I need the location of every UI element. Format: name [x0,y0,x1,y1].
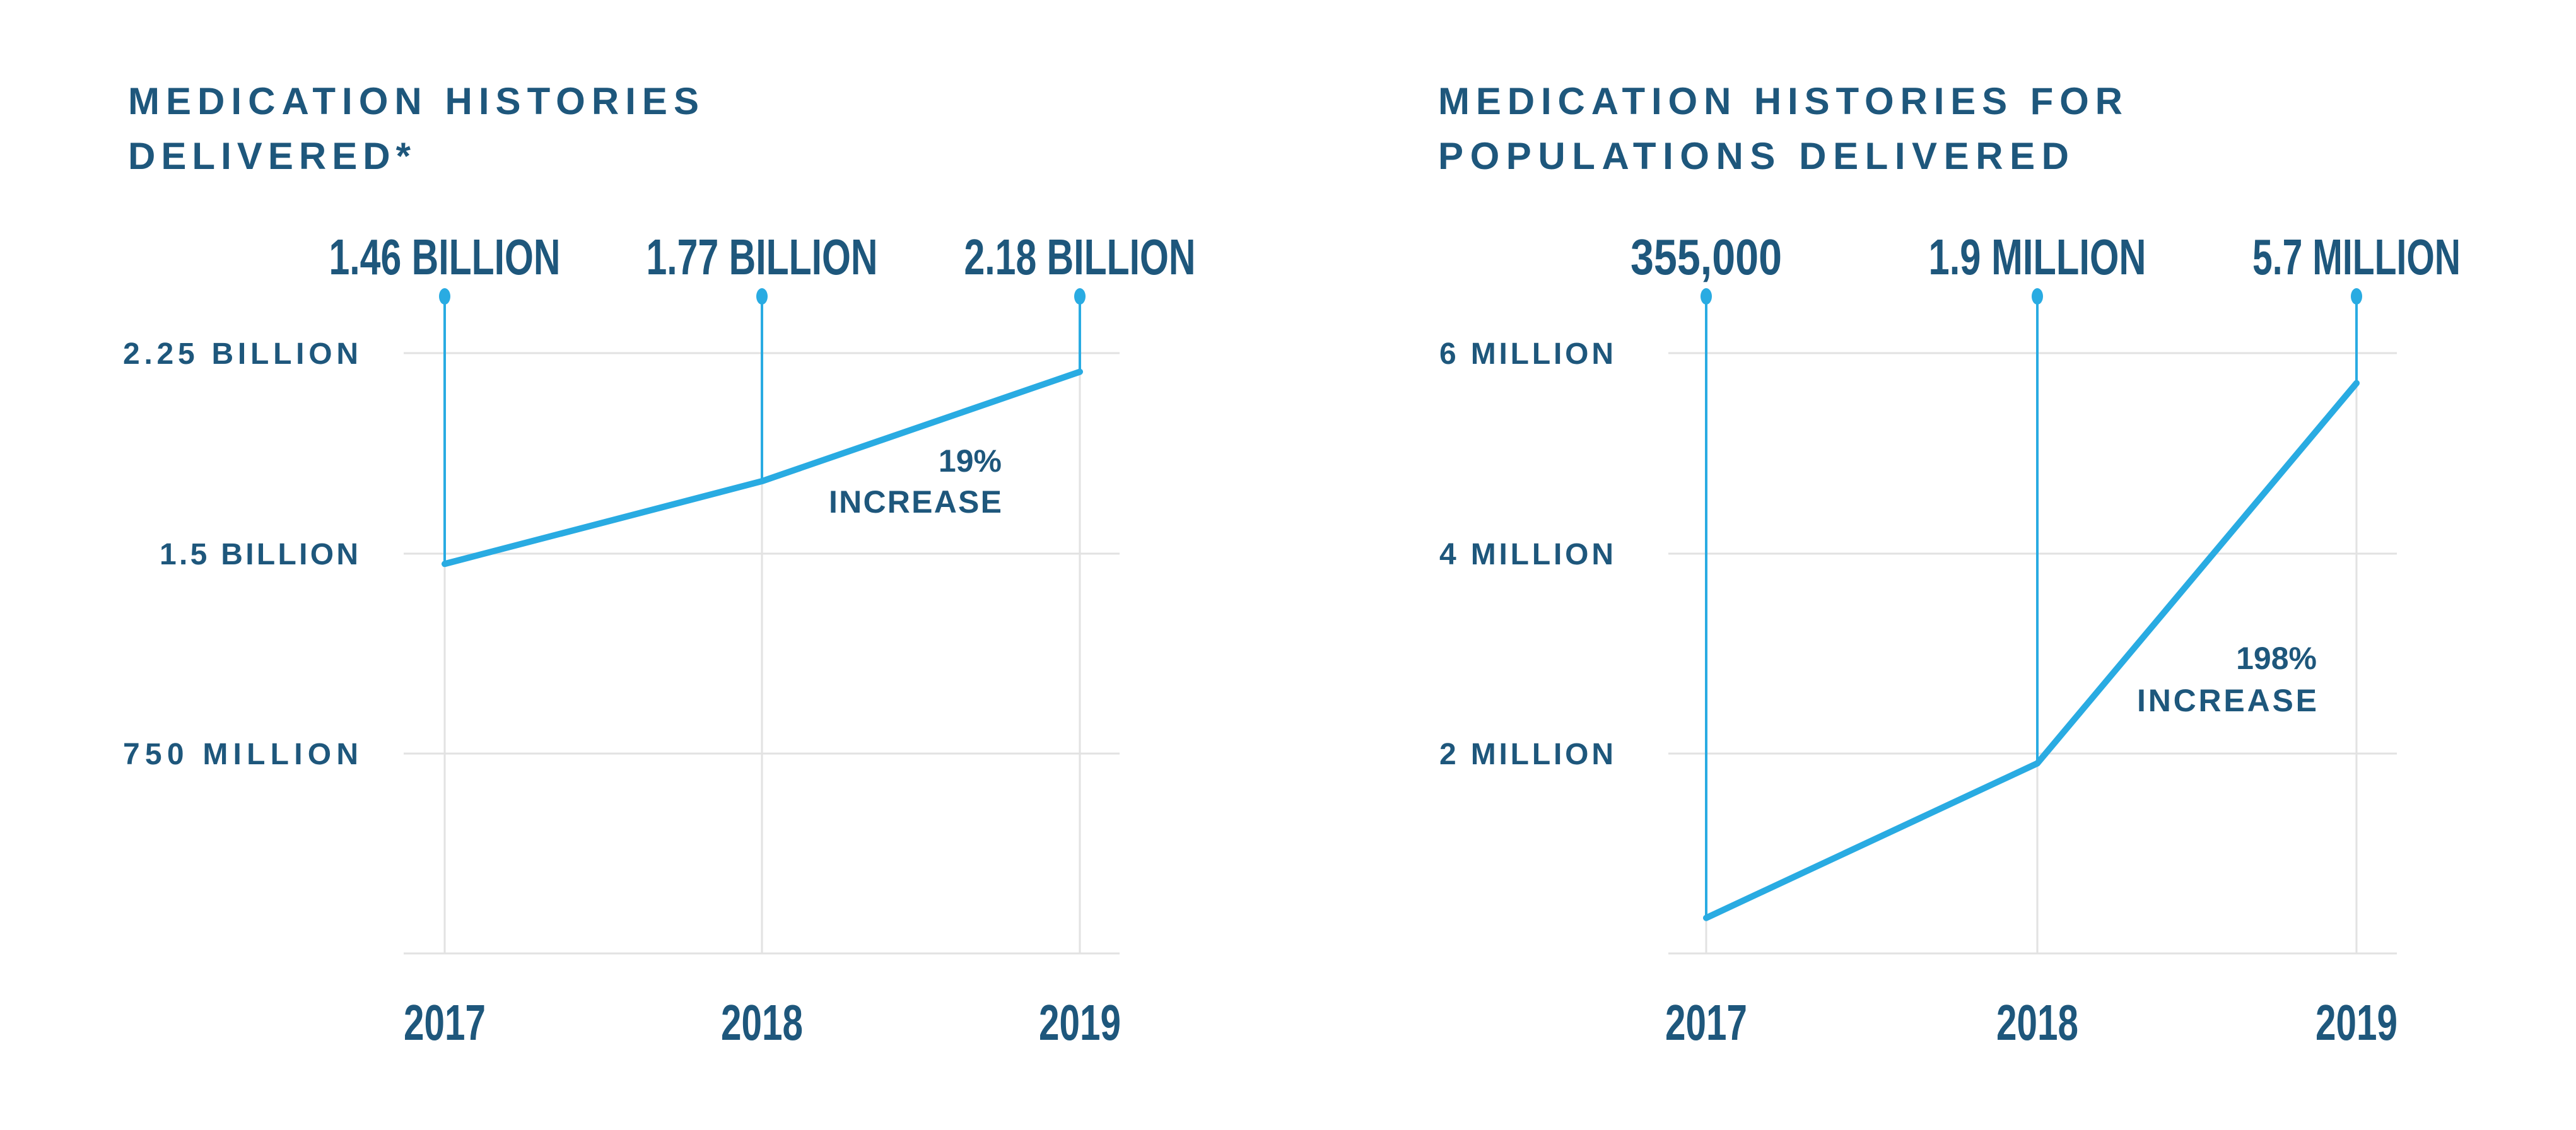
increase-annotation-line2: INCREASE [2137,683,2317,718]
value-label-2018: 1.9 MILLION [1929,229,2146,285]
data-point-dot [1701,288,1712,305]
value-label-2017: 1.46 BILLION [329,229,561,285]
x-tick-label-2019: 2019 [2315,994,2397,1051]
value-label-2018: 1.77 BILLION [647,229,878,285]
value-label-2019: 5.7 MILLION [2252,229,2461,285]
chart-title-line2: POPULATIONS DELIVERED [1438,135,2069,177]
chart-title-line1: MEDICATION HISTORIES [128,80,699,122]
data-point-dot [2032,288,2043,305]
chart-title-line2: DELIVERED* [128,135,411,177]
y-tick-label-middle: 1.5 BILLION [160,538,358,571]
data-point-dot [2351,288,2362,305]
y-tick-label-bottom: 2 MILLION [1439,738,1613,771]
x-tick-label-2017: 2017 [404,994,486,1051]
data-point-dot [756,288,768,305]
chart-medication-histories-delivered: MEDICATION HISTORIES DELIVERED* 1.46 BIL… [123,80,1196,1051]
plot-area-right [1668,288,2397,955]
x-tick-label-2018: 2018 [721,994,803,1051]
plot-area-left [404,288,1120,955]
y-tick-label-top: 6 MILLION [1439,337,1613,371]
increase-annotation-line2: INCREASE [829,484,1002,520]
y-tick-label-top: 2.25 BILLION [123,337,358,371]
x-tick-label-2019: 2019 [1039,994,1121,1051]
y-tick-label-middle: 4 MILLION [1439,538,1613,571]
chart-title-line1: MEDICATION HISTORIES FOR [1438,80,2122,122]
y-tick-label-bottom: 750 MILLION [123,738,358,771]
data-line [1703,380,2360,921]
value-label-2019: 2.18 BILLION [964,229,1196,285]
increase-annotation-line1: 19% [939,443,1002,479]
value-label-2017: 355,000 [1630,229,1782,285]
x-tick-label-2017: 2017 [1665,994,1747,1051]
data-point-dot [1074,288,1086,305]
chart-medication-histories-populations: MEDICATION HISTORIES FOR POPULATIONS DEL… [1438,80,2461,1051]
x-tick-label-2018: 2018 [1996,994,2078,1051]
data-line [442,368,1083,568]
data-point-dot [439,288,450,305]
increase-annotation-line1: 198% [2236,641,2317,676]
